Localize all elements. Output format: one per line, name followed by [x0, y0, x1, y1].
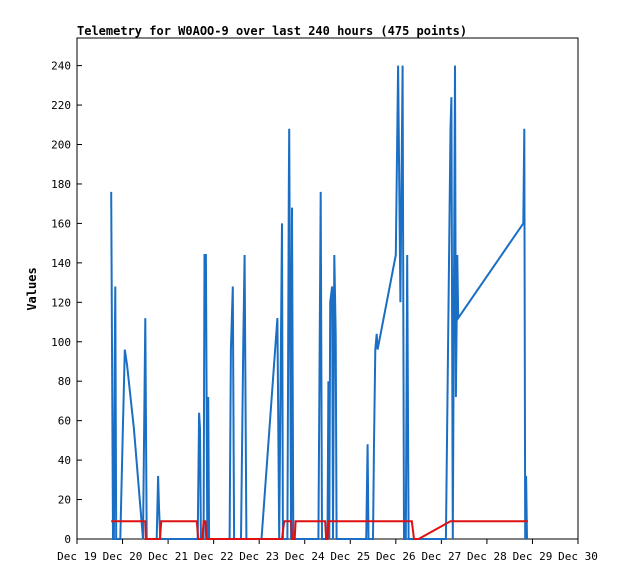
y-axis-ticks: 0 20 40 60 80 100 120 140 160 180 200 220 240	[51, 60, 82, 546]
y-tick-label: 160	[51, 217, 71, 230]
x-tick-label: Dec 22	[194, 550, 234, 563]
y-tick-label: 220	[51, 99, 71, 112]
series-line-1	[111, 520, 528, 540]
x-tick-label: Dec 29	[513, 550, 553, 563]
x-tick-label: Dec 30	[558, 550, 598, 563]
y-tick-label: 140	[51, 257, 71, 270]
x-tick-label: Dec 24	[285, 550, 325, 563]
x-tick-label: Dec 19	[57, 550, 97, 563]
y-tick-label: 180	[51, 178, 71, 191]
y-tick-label: 20	[58, 494, 71, 507]
chart-title: Telemetry for W0AOO-9 over last 240 hour…	[77, 24, 467, 38]
y-tick-label: 40	[58, 454, 71, 467]
y-tick-label: 80	[58, 375, 71, 388]
x-tick-label: Dec 25	[330, 550, 370, 563]
x-tick-label: Dec 27	[421, 550, 461, 563]
x-tick-label: Dec 23	[239, 550, 279, 563]
series-layer	[110, 65, 528, 540]
y-axis-label: Values	[25, 267, 39, 310]
y-tick-label: 120	[51, 296, 71, 309]
y-tick-label: 200	[51, 139, 71, 152]
series-line-0	[110, 65, 528, 540]
x-tick-label: Dec 20	[103, 550, 143, 563]
x-axis-ticks: Dec 19 Dec 20 Dec 21 Dec 22 Dec 23 Dec 24 Dec …	[57, 539, 598, 563]
x-tick-label: Dec 28	[467, 550, 507, 563]
y-tick-label: 0	[64, 533, 71, 546]
x-tick-label: Dec 21	[148, 550, 188, 563]
y-tick-label: 100	[51, 336, 71, 349]
x-tick-label: Dec 26	[376, 550, 416, 563]
y-tick-label: 240	[51, 60, 71, 73]
y-tick-label: 60	[58, 415, 71, 428]
